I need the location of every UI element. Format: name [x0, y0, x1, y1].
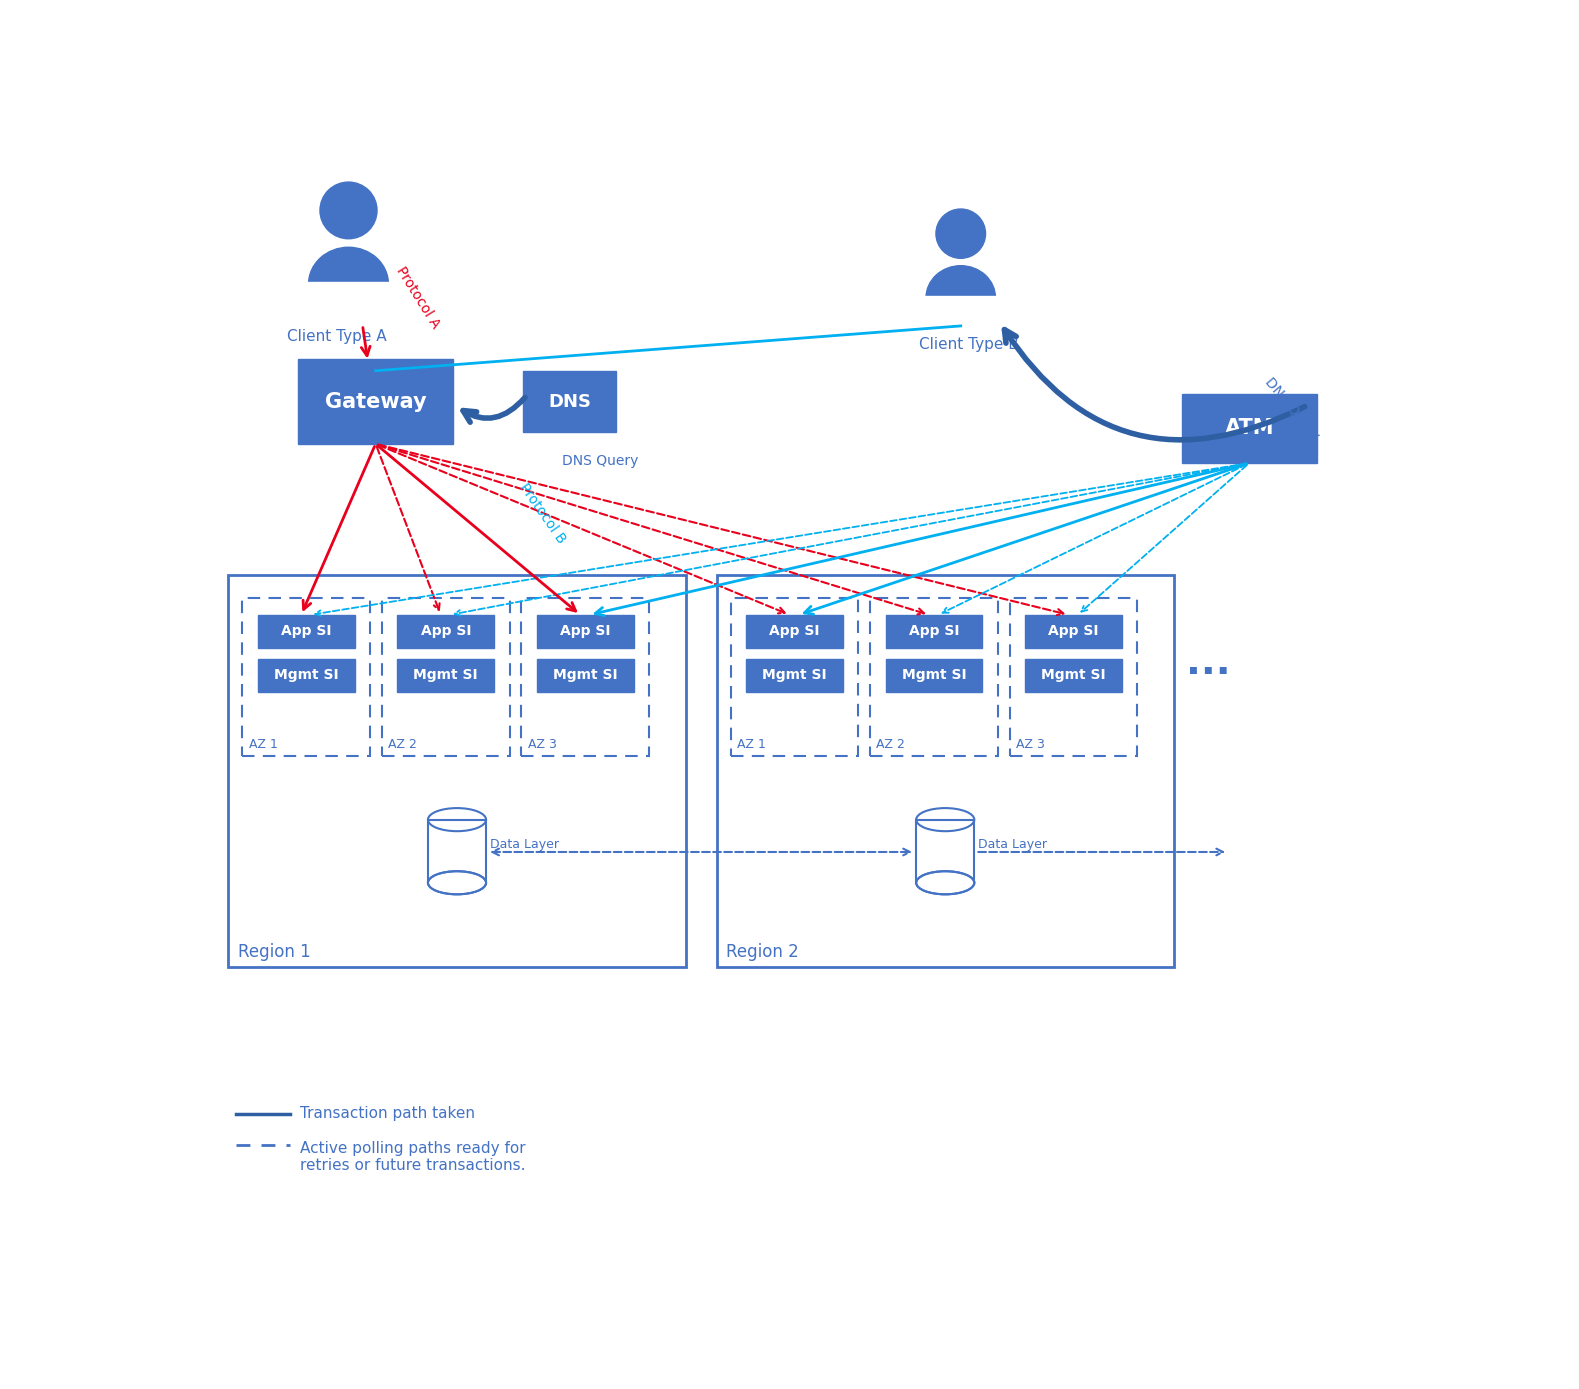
Text: Mgmt SI: Mgmt SI — [902, 668, 966, 682]
Text: Protocol B: Protocol B — [516, 481, 568, 546]
Text: Transaction path taken: Transaction path taken — [300, 1106, 475, 1121]
Text: Gateway: Gateway — [325, 392, 426, 411]
Text: Region 2: Region 2 — [726, 943, 799, 961]
Bar — [257, 615, 355, 647]
Bar — [537, 615, 633, 647]
Circle shape — [936, 208, 985, 258]
Bar — [745, 615, 843, 647]
Bar — [298, 360, 453, 444]
Bar — [886, 658, 982, 692]
Bar — [257, 658, 355, 692]
Text: App SI: App SI — [769, 625, 820, 639]
Ellipse shape — [428, 871, 486, 895]
Text: App SI: App SI — [420, 625, 471, 639]
Text: AZ 3: AZ 3 — [527, 738, 556, 751]
Bar — [521, 597, 649, 756]
Text: Active polling paths ready for
retries or future transactions.: Active polling paths ready for retries o… — [300, 1140, 526, 1174]
Text: DNS: DNS — [548, 393, 591, 411]
Bar — [398, 658, 494, 692]
Bar — [717, 575, 1173, 968]
Bar — [428, 820, 486, 883]
Bar — [242, 597, 369, 756]
Bar — [300, 282, 396, 322]
Bar — [537, 658, 633, 692]
Text: AZ 2: AZ 2 — [876, 738, 905, 751]
Text: AZ 1: AZ 1 — [737, 738, 766, 751]
Bar — [745, 658, 843, 692]
Bar — [916, 820, 974, 883]
Text: DNS Query: DNS Query — [562, 454, 638, 468]
Bar — [1025, 658, 1123, 692]
Text: App SI: App SI — [561, 625, 611, 639]
Ellipse shape — [916, 871, 974, 895]
Bar — [523, 371, 616, 432]
Ellipse shape — [308, 247, 388, 321]
Circle shape — [321, 182, 377, 239]
Text: Mgmt SI: Mgmt SI — [1041, 668, 1105, 682]
Text: DNS Query: DNS Query — [1262, 375, 1322, 442]
Text: App SI: App SI — [281, 625, 332, 639]
Text: Client Type A: Client Type A — [287, 329, 387, 343]
Text: Mgmt SI: Mgmt SI — [553, 668, 617, 682]
Text: Mgmt SI: Mgmt SI — [414, 668, 478, 682]
Text: AZ 3: AZ 3 — [1015, 738, 1045, 751]
Bar — [398, 615, 494, 647]
Text: Region 1: Region 1 — [238, 943, 311, 961]
Text: Protocol A: Protocol A — [393, 264, 442, 331]
Text: ···: ··· — [1186, 654, 1232, 692]
Bar — [1025, 615, 1123, 647]
Ellipse shape — [925, 265, 995, 329]
Bar — [919, 296, 1003, 332]
Text: AZ 2: AZ 2 — [388, 738, 417, 751]
Bar — [229, 575, 685, 968]
Bar — [1181, 394, 1317, 463]
Text: Mgmt SI: Mgmt SI — [273, 668, 338, 682]
Text: App SI: App SI — [1048, 625, 1099, 639]
Bar — [382, 597, 510, 756]
Bar — [870, 597, 998, 756]
Text: Client Type B: Client Type B — [919, 338, 1018, 353]
Bar — [886, 615, 982, 647]
Text: ATM: ATM — [1225, 418, 1274, 439]
Bar — [1009, 597, 1137, 756]
Text: Mgmt SI: Mgmt SI — [763, 668, 827, 682]
Text: AZ 1: AZ 1 — [248, 738, 278, 751]
Bar — [731, 597, 859, 756]
Text: Data Layer: Data Layer — [489, 838, 559, 851]
Text: Data Layer: Data Layer — [977, 838, 1047, 851]
Text: App SI: App SI — [910, 625, 960, 639]
